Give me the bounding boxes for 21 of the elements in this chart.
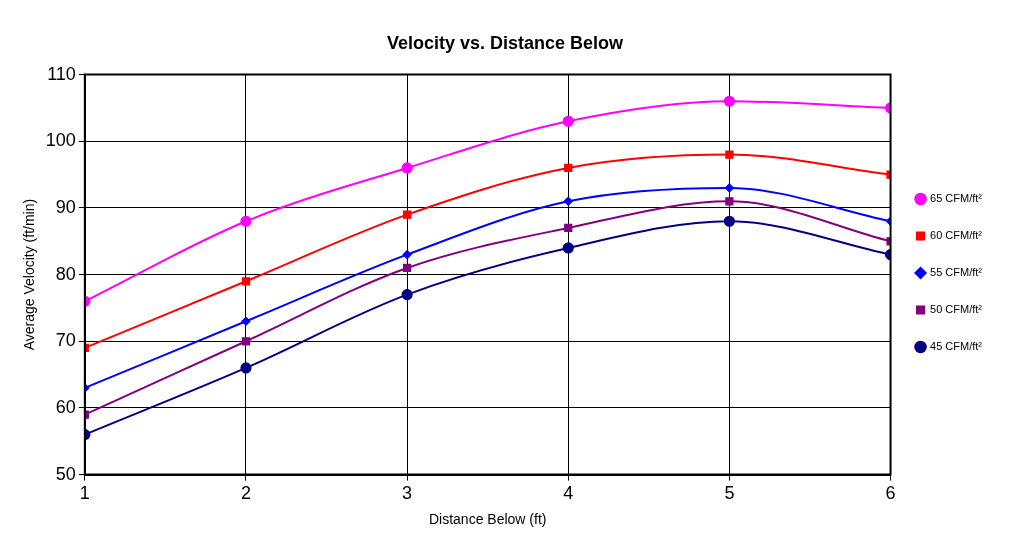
x-tick-label: 1 [79,483,90,504]
y-tick-label: 70 [55,330,76,351]
legend-label: 60 CFM/ft² [930,229,983,242]
legend-label: 55 CFM/ft² [930,266,983,279]
y-tick-label: 60 [55,396,76,417]
legend-label: 65 CFM/ft² [930,192,983,205]
x-axis-title: Distance Below (ft) [428,511,547,528]
x-tick-label: 6 [885,483,896,504]
legend-label: 45 CFM/ft² [930,340,983,353]
legend-label: 50 CFM/ft² [930,303,983,316]
y-tick-label: 90 [55,196,76,217]
x-tick-label: 5 [724,483,735,504]
y-tick-label: 100 [45,130,76,151]
x-tick-label: 2 [240,483,251,504]
chart-title: Velocity vs. Distance Below [386,32,625,53]
y-tick-label: 80 [55,263,76,284]
y-axis-title: Average Velocity (ft/min) [21,198,38,351]
x-tick-label: 3 [402,483,413,504]
y-tick-label: 110 [47,63,76,84]
y-tick-label: 50 [55,463,76,484]
x-tick-label: 4 [563,483,574,504]
